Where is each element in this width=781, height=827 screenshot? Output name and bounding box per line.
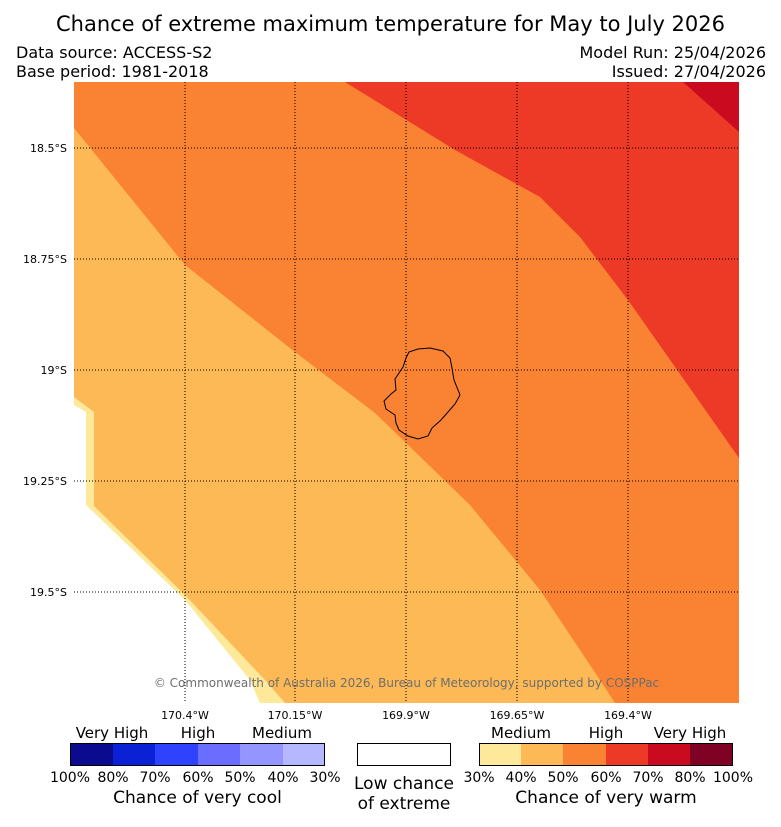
cool-percent-label: 30% xyxy=(309,770,341,786)
legend-swatch xyxy=(155,743,198,766)
warm-percent-label: 80% xyxy=(674,770,706,786)
latitude-label: 19.5°S xyxy=(30,586,67,599)
warm-caption: Chance of very warm xyxy=(515,788,697,808)
cool-category-label: High xyxy=(180,724,216,742)
warm-percent-label: 60% xyxy=(590,770,622,786)
map-fill-regions xyxy=(74,82,739,703)
base-period: Base period: 1981-2018 xyxy=(16,62,209,81)
warm-percent-label: 70% xyxy=(632,770,664,786)
warm-percent-label: 50% xyxy=(547,770,579,786)
latitude-label: 18.75°S xyxy=(23,253,67,266)
low-chance-line2: of extreme xyxy=(357,794,451,814)
latitude-label: 19.25°S xyxy=(23,475,67,488)
map-title: Chance of extreme maximum temperature fo… xyxy=(55,12,725,36)
cool-percent-label: 80% xyxy=(97,770,129,786)
island-outline xyxy=(383,347,461,440)
longitude-label: 170.15°W xyxy=(267,709,323,722)
legend-swatch xyxy=(606,743,648,766)
legend-swatch xyxy=(563,743,606,766)
cool-percent-label: 50% xyxy=(224,770,256,786)
legend-swatch xyxy=(198,743,240,766)
cool-percent-label: 40% xyxy=(267,770,299,786)
warm-percent-label: 100% xyxy=(712,770,754,786)
region-white xyxy=(74,405,260,703)
legend-swatch xyxy=(690,743,733,766)
warm-percent-label: 40% xyxy=(505,770,537,786)
low-chance-line1: Low chance xyxy=(354,774,454,794)
region-dark-red xyxy=(683,82,739,132)
longitude-label: 170.4°W xyxy=(161,709,209,722)
cool-caption: Chance of very cool xyxy=(113,788,282,808)
cool-category-label: Medium xyxy=(252,724,312,742)
warm-percent-label: 30% xyxy=(463,770,495,786)
legend-swatch xyxy=(479,743,521,766)
legend-swatch xyxy=(283,743,325,766)
latitude-label: 18.5°S xyxy=(30,142,67,155)
meta-left: Data source: ACCESS-S2 Base period: 1981… xyxy=(16,43,212,81)
legend-swatch xyxy=(648,743,690,766)
copyright-notice: © Commonwealth of Australia 2026, Bureau… xyxy=(153,676,660,690)
legend-swatch xyxy=(113,743,155,766)
data-source: Data source: ACCESS-S2 xyxy=(16,43,213,62)
legend-swatch xyxy=(521,743,563,766)
cool-percent-label: 60% xyxy=(182,770,214,786)
issued-date: Issued: 27/04/2026 xyxy=(611,62,766,81)
cool-percent-label: 70% xyxy=(139,770,171,786)
low-chance-swatch xyxy=(357,743,451,766)
cool-category-label: Very High xyxy=(75,724,149,742)
longitude-label: 169.4°W xyxy=(604,709,652,722)
legend-swatch xyxy=(70,743,113,766)
warm-category-label: Medium xyxy=(491,724,551,742)
low-chance-label: Low chance of extreme xyxy=(340,774,468,814)
model-run: Model Run: 25/04/2026 xyxy=(579,43,767,62)
longitude-label: 169.9°W xyxy=(382,709,430,722)
meta-right: Model Run: 25/04/2026 Issued: 27/04/2026 xyxy=(580,43,767,81)
region-light-orange xyxy=(74,128,615,703)
cool-percent-label: 100% xyxy=(49,770,91,786)
warm-category-label: High xyxy=(588,724,624,742)
longitude-label: 169.65°W xyxy=(489,709,545,722)
warm-category-label: Very High xyxy=(653,724,727,742)
legend-swatch xyxy=(240,743,283,766)
region-red xyxy=(345,82,739,458)
latitude-label: 19°S xyxy=(40,364,67,377)
